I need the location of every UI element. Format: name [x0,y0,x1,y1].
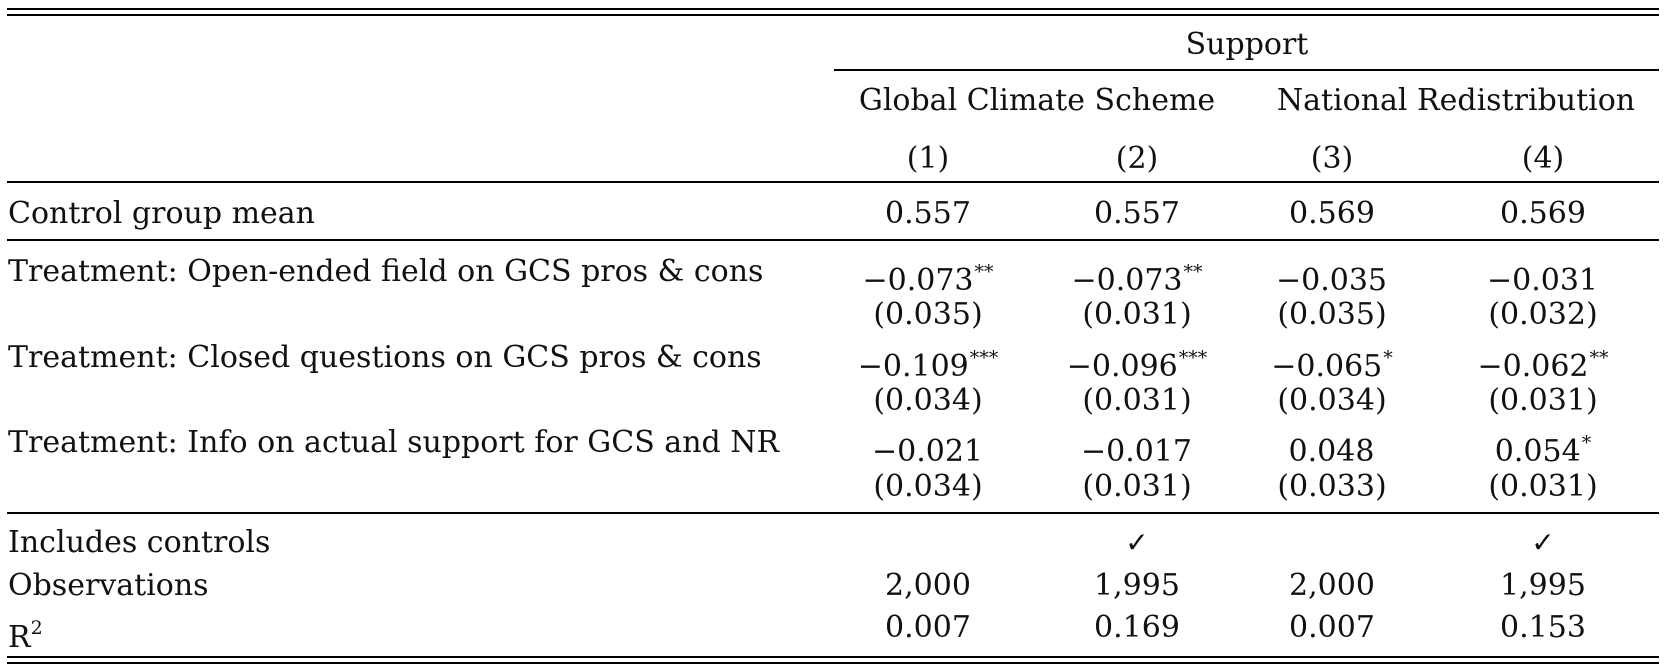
col-1-header: (1) [906,141,950,176]
treatment-3-coef-1: −0.021 [871,434,984,469]
support-rule [834,69,1659,71]
treatment-1-coef-2: −0.073** [1071,261,1203,298]
treatment-1-coef-4: −0.031 [1486,263,1599,298]
treatment-1-se-2: (0.031) [1082,297,1192,332]
top-rule-1 [7,8,1659,10]
header-gcs: Global Climate Scheme [858,83,1216,118]
r-squared-3: 0.007 [1289,610,1375,645]
observations-3: 2,000 [1289,568,1375,603]
bottom-rule-1 [7,656,1659,658]
col-4-header: (4) [1521,141,1565,176]
top-rule-2 [7,14,1659,16]
treatment-2-se-4: (0.031) [1488,383,1598,418]
header-rule [7,181,1659,183]
treatment-3-se-2: (0.031) [1082,469,1192,504]
col-3-header: (3) [1310,141,1354,176]
control-mean-3: 0.569 [1289,196,1375,231]
treatment-2-coef-2: −0.096*** [1066,347,1208,384]
treatment-1-label: Treatment: Open-ended field on GCS pros … [8,254,764,289]
treatment-2-coef-4: −0.062** [1477,347,1609,384]
header-nr: National Redistribution [1276,83,1636,118]
r-squared-2: 0.169 [1094,610,1180,645]
observations-4: 1,995 [1500,568,1586,603]
treatment-3-label: Treatment: Info on actual support for GC… [8,425,780,460]
treatment-1-coef-3: −0.035 [1275,263,1388,298]
treatment-1-se-4: (0.032) [1488,297,1598,332]
treatment-2-se-2: (0.031) [1082,383,1192,418]
treatment-rule [7,512,1659,514]
controls-check-4: ✓ [1531,526,1555,559]
controls-check-2: ✓ [1125,526,1149,559]
observations-2: 1,995 [1094,568,1180,603]
controls-label: Includes controls [8,525,271,560]
observations-1: 2,000 [885,568,971,603]
treatment-3-coef-2: −0.017 [1080,434,1193,469]
control-mean-1: 0.557 [885,196,971,231]
col-2-header: (2) [1115,141,1159,176]
r-squared-label: R2 [8,617,43,655]
control-rule [7,239,1659,241]
treatment-3-coef-3: 0.048 [1288,434,1375,469]
control-mean-4: 0.569 [1500,196,1586,231]
treatment-2-se-3: (0.034) [1277,383,1387,418]
treatment-2-coef-3: −0.065* [1271,347,1393,384]
control-mean-label: Control group mean [8,196,316,231]
treatment-3-se-1: (0.034) [873,469,983,504]
treatment-2-label: Treatment: Closed questions on GCS pros … [8,340,762,375]
treatment-3-se-4: (0.031) [1488,469,1598,504]
r-squared-4: 0.153 [1500,610,1586,645]
control-mean-2: 0.557 [1094,196,1180,231]
treatment-3-coef-4: 0.054* [1494,432,1592,469]
treatment-2-se-1: (0.034) [873,383,983,418]
r-squared-1: 0.007 [885,610,971,645]
observations-label: Observations [8,568,209,603]
bottom-rule-2 [7,662,1659,664]
treatment-1-coef-1: −0.073** [862,261,994,298]
treatment-1-se-1: (0.035) [873,297,983,332]
treatment-3-se-3: (0.033) [1277,469,1387,504]
treatment-2-coef-1: −0.109*** [857,347,999,384]
header-support: Support [1185,27,1309,62]
treatment-1-se-3: (0.035) [1277,297,1387,332]
